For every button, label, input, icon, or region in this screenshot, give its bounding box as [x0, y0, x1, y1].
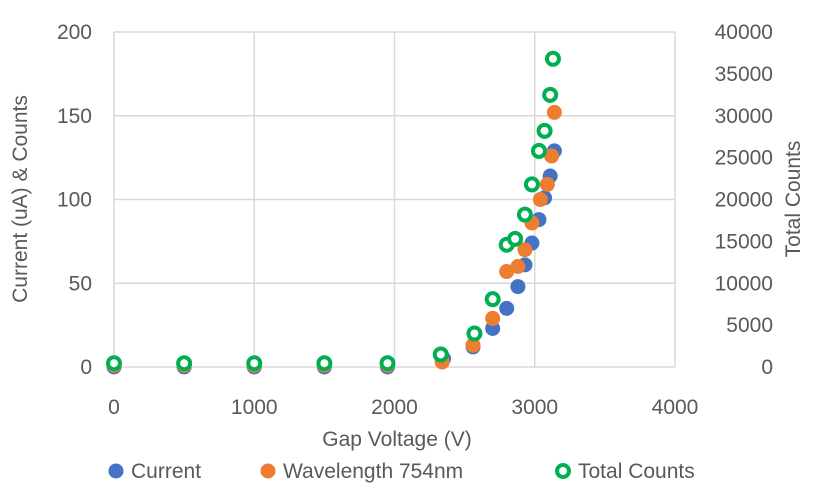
y-tick-label: 50: [69, 272, 92, 295]
data-point: [465, 337, 481, 353]
data-point: [466, 325, 483, 342]
legend-label: Wavelength 754nm: [283, 460, 463, 483]
y2-tick-label: 25000: [715, 147, 773, 170]
data-point: [510, 279, 526, 295]
data-point: [536, 122, 553, 139]
x-axis-title: Gap Voltage (V): [322, 428, 471, 451]
data-point: [484, 291, 501, 308]
legend-marker: [260, 463, 276, 479]
data-point: [507, 230, 524, 247]
data-point: [432, 346, 449, 363]
x-axis-ticks: 0 1000 2000 3000 4000: [108, 396, 698, 419]
series-total-counts: [106, 50, 561, 372]
data-point: [544, 148, 560, 164]
y2-tick-label: 40000: [715, 21, 773, 44]
y2-axis-ticks: 0 5000 10000 15000 20000 25000 30000 35000 40000: [715, 21, 773, 379]
data-point: [546, 104, 562, 120]
y-axis-title: Current (uA) & Counts: [9, 95, 32, 303]
y2-tick-label: 0: [761, 356, 773, 379]
data-point: [542, 86, 559, 103]
y-tick-label: 100: [57, 189, 92, 212]
legend: Current Wavelength 754nm Total Counts: [108, 460, 695, 483]
data-point: [316, 355, 333, 372]
data-point: [532, 192, 548, 207]
y-tick-label: 0: [80, 356, 92, 379]
x-tick-label: 0: [108, 396, 120, 419]
y2-tick-label: 10000: [715, 272, 773, 295]
data-point: [517, 242, 533, 258]
x-tick-label: 2000: [371, 396, 418, 419]
legend-label: Current: [131, 460, 201, 483]
y-tick-label: 200: [57, 21, 92, 44]
data-point: [523, 176, 540, 193]
legend-label: Total Counts: [578, 460, 695, 483]
y2-tick-label: 15000: [715, 230, 773, 253]
data-point: [485, 310, 501, 326]
x-tick-label: 1000: [231, 396, 278, 419]
y2-tick-label: 20000: [715, 189, 773, 212]
x-tick-label: 4000: [652, 396, 699, 419]
data-point: [246, 355, 263, 372]
y-tick-label: 150: [57, 105, 92, 128]
legend-marker: [108, 463, 124, 479]
y-axis-ticks: 0 50 100 150 200: [57, 21, 92, 379]
data-point: [530, 142, 547, 159]
y2-axis-title: Total Counts: [782, 141, 805, 258]
y2-tick-label: 5000: [726, 314, 773, 337]
series-current: [106, 143, 562, 375]
data-point: [539, 176, 555, 192]
data-point: [176, 355, 193, 372]
data-points: [106, 50, 562, 375]
gridlines: [113, 31, 676, 368]
legend-marker: [555, 463, 571, 479]
y2-tick-label: 35000: [715, 63, 773, 86]
data-point: [106, 355, 122, 372]
data-point: [499, 300, 515, 316]
data-point: [379, 355, 396, 372]
y2-tick-label: 30000: [715, 105, 773, 128]
data-point: [516, 206, 533, 223]
x-tick-label: 3000: [511, 396, 558, 419]
data-point: [510, 259, 526, 274]
data-point: [544, 50, 561, 67]
data-point: [499, 264, 515, 280]
